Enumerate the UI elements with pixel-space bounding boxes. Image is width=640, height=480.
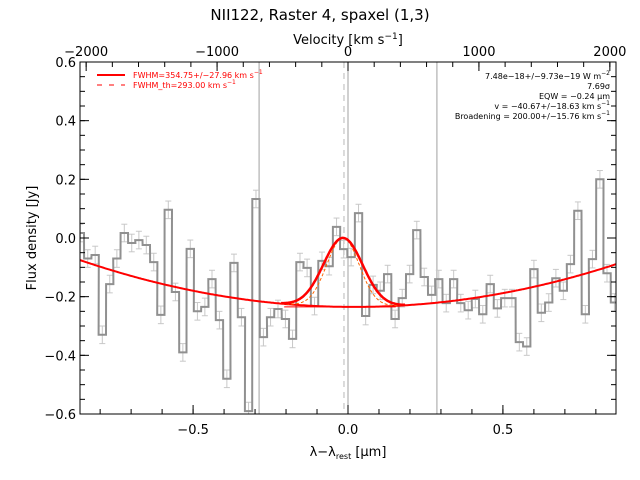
y-tick-label: 0.6 <box>55 56 76 71</box>
y-tick-label: 0.4 <box>55 115 76 130</box>
gaussian-theoretical-curve <box>281 237 405 306</box>
x-axis-label-unit: [μm] <box>351 445 386 460</box>
top-axis-label-end: ] <box>398 33 403 48</box>
x-tick-label: 0.5 <box>493 423 514 438</box>
fit-annotation-sup: −1 <box>601 110 610 117</box>
y-tick-label: −0.4 <box>44 349 76 364</box>
legend-label-fit: FWHM=354.75+/−27.96 km s−1 <box>133 69 263 80</box>
top-axis-label-sup: −1 <box>384 32 397 42</box>
y-tick-label: −0.2 <box>44 291 76 306</box>
legend-label-theoretical: FWHM_th=293.00 km s−1 <box>133 79 236 90</box>
top-tick-label: −2000 <box>64 45 108 60</box>
y-tick-label: 0.2 <box>55 173 76 188</box>
x-tick-label: −0.5 <box>177 423 209 438</box>
top-axis-label-text: Velocity [km s <box>293 33 385 48</box>
top-tick-label: 0 <box>344 45 352 60</box>
fit-annotation: v = −40.67+/−18.63 km s−1 <box>494 100 610 111</box>
plot-area: −0.6 −0.4 −0.2 0.0 0.2 0.4 0.6 −0.5 0.0 0.5 −2000 −… <box>44 45 626 438</box>
y-axis-label: Flux density [Jy] <box>25 186 40 291</box>
x-tick-label: 0.0 <box>338 423 359 438</box>
continuum-curve <box>80 259 616 308</box>
fit-annotation-sup: −1 <box>601 100 610 107</box>
fit-annotation: Broadening = 200.00+/−15.76 km s−1 <box>455 110 610 121</box>
fit-annotation-sup: −2 <box>601 70 610 77</box>
top-tick-label: −1000 <box>195 45 239 60</box>
top-tick-label: 1000 <box>462 45 495 60</box>
top-tick-label: 2000 <box>593 45 626 60</box>
fit-annotation: 7.48e−18+/−9.73e−19 W m−2 <box>485 70 610 81</box>
legend-label-fit-sup: −1 <box>254 69 263 76</box>
legend-label-theoretical-sup: −1 <box>227 79 236 86</box>
x-axis-label-sub: rest <box>336 452 351 461</box>
spectrum-histogram <box>80 178 616 413</box>
fit-annotation: 7.69σ <box>587 82 610 91</box>
x-axis-label: λ−λrest [μm] <box>310 445 387 461</box>
data-group <box>80 170 616 414</box>
gaussian-fit-curve <box>281 236 405 307</box>
fit-annotation: EQW = −0.24 μm <box>539 92 610 101</box>
x-axis-label-main: λ−λ <box>310 445 337 460</box>
chart-title: NII122, Raster 4, spaxel (1,3) <box>210 6 429 24</box>
top-axis-label: Velocity [km s−1] <box>293 32 403 48</box>
legend: FWHM=354.75+/−27.96 km s−1FWHM_th=293.00… <box>97 69 263 90</box>
y-tick-label: −0.6 <box>44 408 76 423</box>
y-tick-label: 0.0 <box>55 232 76 247</box>
